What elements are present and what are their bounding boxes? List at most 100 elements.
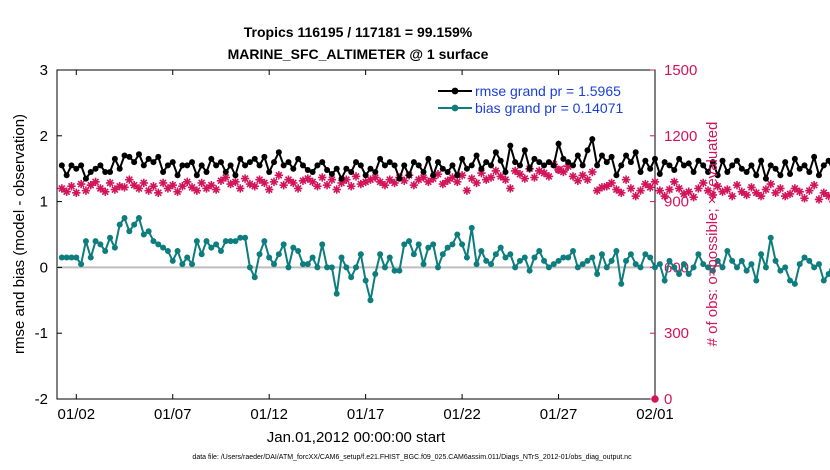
series-rmse-point xyxy=(777,172,784,179)
series-bias-point xyxy=(695,251,702,258)
obs-evaluated-point xyxy=(385,175,394,184)
series-rmse-point xyxy=(507,142,514,149)
obs-evaluated-point xyxy=(120,183,129,192)
obs-evaluated-point xyxy=(424,177,433,187)
series-bias-point xyxy=(372,270,379,277)
obs-evaluated-point xyxy=(86,180,95,190)
series-rmse-point xyxy=(613,172,620,179)
obs-evaluated-point xyxy=(670,177,679,187)
series-rmse-point xyxy=(767,162,774,169)
obs-evaluated-point xyxy=(337,178,346,188)
series-bias-point xyxy=(63,254,70,261)
series-rmse-point xyxy=(661,159,668,166)
series-bias-point xyxy=(116,221,123,228)
obs-evaluated-point xyxy=(240,174,250,183)
series-bias-point xyxy=(319,241,326,248)
series-bias-point xyxy=(353,264,359,271)
series-rmse-point xyxy=(550,162,557,169)
series-rmse-point xyxy=(174,172,181,179)
series-bias-point xyxy=(193,238,200,245)
series-bias-point xyxy=(232,238,239,245)
obs-evaluated-point xyxy=(694,184,703,193)
series-rmse-point xyxy=(574,152,581,159)
series-rmse-point xyxy=(82,175,89,182)
series-layer xyxy=(57,135,830,403)
series-rmse-point xyxy=(246,159,253,166)
obs-evaluated-point xyxy=(255,175,264,184)
series-rmse-point xyxy=(92,165,99,172)
series-rmse-point xyxy=(256,162,263,169)
series-bias-point xyxy=(767,234,774,241)
series-rmse-point xyxy=(145,155,152,162)
series-rmse-point xyxy=(420,168,427,175)
y-left-tick-label: 3 xyxy=(40,62,48,79)
series-bias-point xyxy=(483,257,490,264)
data-file-footer: data file: /Users/raeder/DAI/ATM_forcXX/… xyxy=(192,454,632,461)
series-rmse-point xyxy=(680,162,687,169)
series-bias-point xyxy=(237,234,244,241)
series-rmse-point xyxy=(685,160,692,167)
series-bias-point xyxy=(733,264,740,271)
series-rmse-point xyxy=(131,159,138,166)
obs-evaluated-point xyxy=(824,191,830,201)
series-bias-point xyxy=(666,257,673,264)
series-bias-point xyxy=(401,241,408,248)
series-rmse-point xyxy=(111,155,118,162)
series-bias-point xyxy=(685,270,692,277)
obs-evaluated-point xyxy=(472,178,481,188)
obs-evaluated-point xyxy=(375,177,385,187)
obs-evaluated-point xyxy=(689,193,698,202)
series-bias-point xyxy=(386,254,393,261)
obs-evaluated-point xyxy=(318,173,327,182)
series-bias-point xyxy=(309,254,316,261)
obs-evaluated-point xyxy=(766,179,775,189)
series-rmse-point xyxy=(497,157,504,164)
series-rmse-point xyxy=(623,152,630,159)
series-bias-point xyxy=(121,215,128,222)
obs-evaluated-point xyxy=(660,191,669,201)
series-bias-point xyxy=(724,247,731,254)
series-rmse-point xyxy=(541,162,548,169)
series-bias-point xyxy=(102,247,109,254)
obs-evaluated-point xyxy=(183,177,192,187)
obs-evaluated-point xyxy=(732,180,742,190)
series-rmse-point xyxy=(237,155,244,162)
series-bias-point xyxy=(280,241,287,248)
series-rmse-point xyxy=(531,155,538,162)
series-bias-point xyxy=(647,254,654,261)
series-bias-point xyxy=(806,257,813,264)
y-right-tick-label: 0 xyxy=(664,391,672,408)
obs-evaluated-point xyxy=(462,186,472,195)
series-rmse-point xyxy=(690,168,697,175)
series-rmse-point xyxy=(198,162,205,169)
series-rmse-point xyxy=(695,157,702,164)
obs-evaluated-point xyxy=(438,179,448,189)
series-rmse-point xyxy=(753,172,760,179)
legend-bias-marker xyxy=(451,104,459,112)
series-bias-point xyxy=(632,261,639,268)
series-rmse-point xyxy=(647,165,654,172)
series-bias-point xyxy=(295,247,302,254)
obs-evaluated-point xyxy=(674,184,684,193)
series-bias-point xyxy=(58,254,65,261)
series-rmse-point xyxy=(78,162,85,169)
series-rmse-point xyxy=(193,172,200,179)
series-bias-point xyxy=(555,257,562,264)
obs-evaluated-point xyxy=(665,185,674,194)
series-bias-point xyxy=(261,238,268,245)
series-bias-point xyxy=(709,267,716,274)
y-right-tick-label: 1500 xyxy=(664,62,697,79)
series-rmse-point xyxy=(242,162,249,169)
series-rmse-point xyxy=(353,159,359,166)
obs-evaluated-point xyxy=(506,184,515,193)
obs-evaluated-point xyxy=(293,184,303,193)
series-bias-point xyxy=(627,251,634,258)
legend-rmse-label: rmse grand pr = 1.5965 xyxy=(475,83,621,99)
series-bias-point xyxy=(396,267,403,274)
series-bias-point xyxy=(213,241,220,248)
series-bias-point xyxy=(367,297,374,304)
x-tick-label: 01/12 xyxy=(250,406,288,423)
obs-evaluated-point xyxy=(501,175,510,184)
series-bias-point xyxy=(492,251,499,258)
series-bias-point xyxy=(169,257,176,264)
